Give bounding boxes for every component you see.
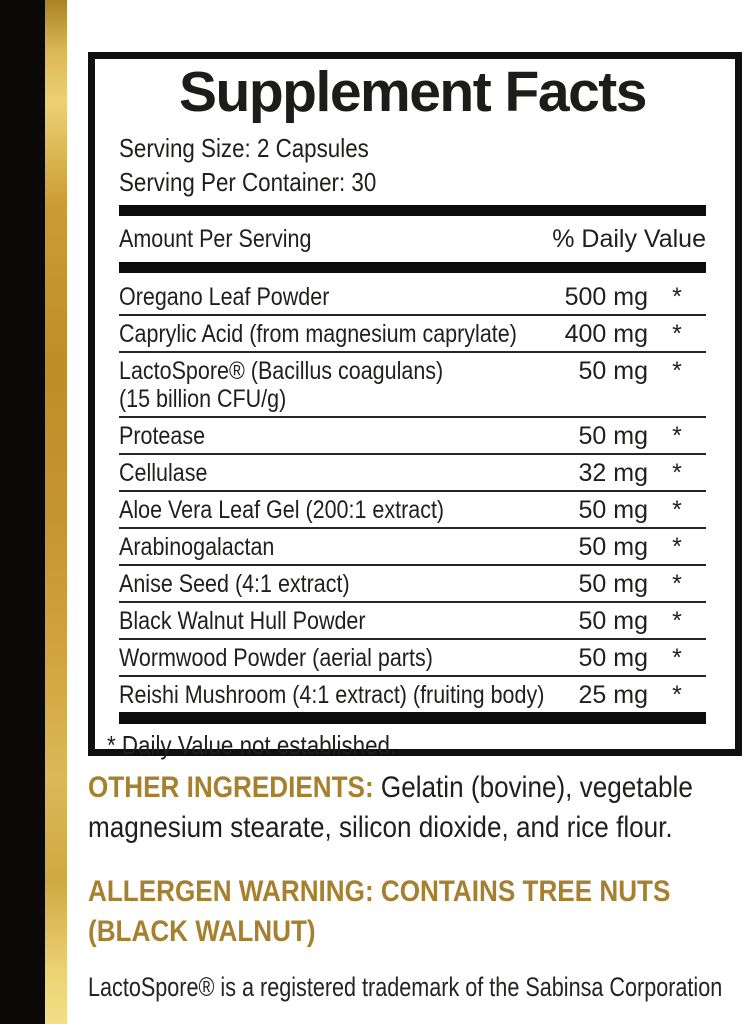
ingredient-daily-value: * [672,681,682,710]
ingredient-name: Arabinogalactan [119,533,275,562]
ingredient-daily-value: * [672,644,682,673]
trademark-note: LactoSpore® is a registered trademark of… [88,972,723,1002]
ingredient-daily-value: * [672,533,682,562]
ingredient-daily-value: * [672,570,682,599]
below-panel-text: OTHER INGREDIENTS: Gelatin (bovine), veg… [88,768,750,1002]
ingredient-daily-value: * [672,283,682,312]
ingredient-row: Black Walnut Hull Powder 50 mg * [119,603,706,641]
ingredient-name: Black Walnut Hull Powder [119,607,366,636]
amount-per-serving-label: Amount Per Serving [119,225,312,254]
ingredient-row: Wormwood Powder (aerial parts) 50 mg * [119,640,706,678]
ingredient-amount: 50 mg [578,533,648,562]
daily-value-footnote-text: * Daily Value not established. [107,730,397,761]
serving-size-text: Serving Size: 2 Capsules [119,133,369,164]
servings-per-container: Serving Per Container: 30 [119,165,706,199]
other-ingredients: OTHER INGREDIENTS: Gelatin (bovine), veg… [88,768,749,848]
ingredient-daily-value: * [672,459,682,488]
ingredient-name: Reishi Mushroom (4:1 extract) (fruiting … [119,681,545,710]
ingredient-amount: 50 mg [578,570,648,599]
other-ingredients-text: Gelatin (bovine), vegetable magnesium st… [88,771,693,844]
ingredient-name: Cellulase [119,459,208,488]
other-ingredients-label: OTHER INGREDIENTS: [88,771,374,804]
divider-bar-bottom [119,712,706,725]
ingredient-amount: 32 mg [578,459,648,488]
ingredient-row: Protease 50 mg * [119,418,706,456]
ingredient-daily-value: * [672,607,682,636]
ingredient-amount: 400 mg [564,320,648,349]
ingredient-name: Wormwood Powder (aerial parts) [119,644,433,673]
ingredient-row: Oregano Leaf Powder 500 mg * [119,279,706,317]
ingredient-row: Cellulase 32 mg * [119,455,706,493]
ingredient-amount: 25 mg [578,681,648,710]
divider-bar-header [119,262,706,274]
ingredient-row: Reishi Mushroom (4:1 extract) (fruiting … [119,677,706,712]
ingredient-name-line2: (15 billion CFU/g) [119,385,287,414]
ingredient-row: Aloe Vera Leaf Gel (200:1 extract) 50 mg… [119,492,706,530]
ingredient-daily-value: * [672,496,682,525]
ingredient-name: Protease [119,422,206,451]
facts-rows: Oregano Leaf Powder 500 mg * Caprylic Ac… [119,279,706,712]
servings-per-container-text: Serving Per Container: 30 [119,167,377,198]
ingredient-amount: 500 mg [564,283,648,312]
ingredient-name: Aloe Vera Leaf Gel (200:1 extract) [119,496,445,525]
ingredient-row: Anise Seed (4:1 extract) 50 mg * [119,566,706,604]
ingredient-amount: 50 mg [578,607,648,636]
ingredient-name: Caprylic Acid (from magnesium caprylate) [119,320,517,349]
serving-size: Serving Size: 2 Capsules [119,131,706,165]
ingredient-amount: 50 mg [578,422,648,451]
daily-value-label: % Daily Value [552,225,706,254]
ingredient-amount: 50 mg [578,357,648,386]
divider-bar-top [119,205,706,217]
ingredient-daily-value: * [672,422,682,451]
facts-header-row: Amount Per Serving % Daily Value [119,222,706,256]
allergen-warning: ALLERGEN WARNING: CONTAINS TREE NUTS (BL… [88,875,671,948]
ingredient-row: Caprylic Acid (from magnesium caprylate)… [119,316,706,354]
left-black-bar [0,0,45,1024]
supplement-facts-panel: Supplement Facts Serving Size: 2 Capsule… [88,52,742,760]
ingredient-name: Oregano Leaf Powder [119,283,330,312]
ingredient-amount: 50 mg [578,644,648,673]
daily-value-footnote: * Daily Value not established. [107,728,706,762]
gold-accent-stripe [45,0,67,1024]
ingredient-amount: 50 mg [578,496,648,525]
ingredient-row: Arabinogalactan 50 mg * [119,529,706,567]
ingredient-row: LactoSpore® (Bacillus coagulans) (15 bil… [119,353,706,419]
ingredient-name: LactoSpore® (Bacillus coagulans) [119,357,444,386]
ingredient-name: Anise Seed (4:1 extract) [119,570,350,599]
panel-title: Supplement Facts [179,60,647,124]
ingredient-daily-value: * [672,357,682,386]
ingredient-daily-value: * [672,320,682,349]
